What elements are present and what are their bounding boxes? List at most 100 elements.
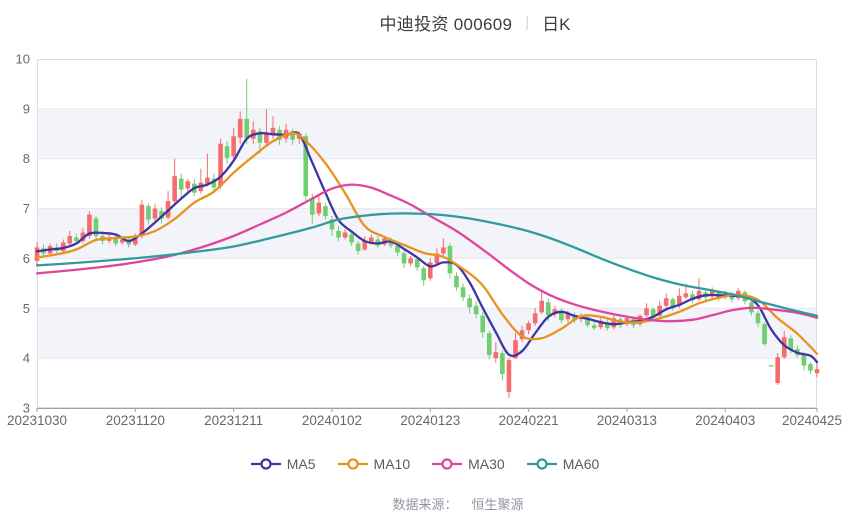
candle <box>434 253 440 264</box>
candle <box>264 132 269 143</box>
candle <box>185 181 191 189</box>
ma30-legend-icon <box>432 458 463 470</box>
candle <box>139 204 145 236</box>
candle <box>663 298 669 306</box>
candle <box>237 118 243 138</box>
candle <box>178 178 184 190</box>
candle <box>709 290 715 296</box>
candle <box>480 315 486 333</box>
candle <box>545 302 551 316</box>
candle <box>552 309 558 315</box>
candle <box>93 218 99 236</box>
data-source-name: 恒生聚源 <box>471 497 524 512</box>
legend: MA5 MA10 MA30 MA60 <box>0 454 850 474</box>
y-axis-labels: 3 4 5 6 7 8 9 10 <box>16 52 30 416</box>
legend-item-ma30[interactable]: MA30 <box>432 456 505 472</box>
period-label: 日K <box>542 15 571 34</box>
x-axis-ticks <box>36 408 818 412</box>
candle <box>336 231 341 238</box>
ma30-line <box>35 183 819 323</box>
legend-label: MA10 <box>373 456 411 472</box>
y-tick-label: 10 <box>16 52 30 67</box>
candle <box>388 240 394 246</box>
candle <box>421 268 427 281</box>
ma10-legend-icon <box>337 458 368 470</box>
legend-item-ma60[interactable]: MA60 <box>526 456 600 472</box>
x-tick-label: 20231030 <box>7 413 67 428</box>
legend-label: MA60 <box>562 456 600 472</box>
ma60-legend-icon <box>526 458 557 470</box>
legend-item-ma5[interactable]: MA5 <box>250 456 316 472</box>
legend-item-ma10[interactable]: MA10 <box>337 456 411 472</box>
ma10-line <box>35 132 819 355</box>
candle <box>500 353 505 375</box>
candle <box>441 247 446 254</box>
x-tick-label: 20240221 <box>499 413 559 428</box>
ma60-line <box>35 212 819 317</box>
chart-title: 中迪投资 000609 | 日K <box>0 0 850 45</box>
candle <box>572 315 577 321</box>
candle <box>126 240 132 245</box>
candle <box>526 323 531 331</box>
candle <box>467 298 472 308</box>
candle <box>401 253 407 264</box>
candle <box>172 176 177 202</box>
candle <box>808 364 813 371</box>
candle <box>329 219 335 230</box>
x-tick-label: 20240102 <box>302 413 362 428</box>
candle <box>611 318 617 328</box>
data-source-label: 数据来源： <box>392 497 458 512</box>
ma5-legend-icon <box>250 458 281 470</box>
y-tick-label: 6 <box>23 251 30 266</box>
candle <box>493 352 499 359</box>
candle <box>486 333 492 356</box>
candle <box>532 313 538 324</box>
title-separator: | <box>525 14 530 31</box>
candle <box>113 238 118 244</box>
candle <box>801 354 807 366</box>
candle <box>650 309 656 318</box>
candle <box>683 293 689 298</box>
candle <box>133 235 138 245</box>
candle <box>290 131 295 140</box>
candle <box>342 232 348 238</box>
candle <box>454 275 459 288</box>
candle <box>585 317 590 326</box>
candle <box>657 305 662 316</box>
candle <box>303 136 309 197</box>
candle <box>644 308 649 316</box>
candle <box>323 206 328 217</box>
y-tick-label: 4 <box>23 351 30 366</box>
candle <box>414 259 420 268</box>
candle <box>152 208 158 219</box>
y-tick-label: 3 <box>23 401 30 416</box>
candle <box>368 237 374 243</box>
candle <box>768 365 774 367</box>
data-source: 数据来源： 恒生聚源 <box>0 494 850 513</box>
kline-chart[interactable]: 20231030 20231120 20231211 20240102 20240123… <box>0 45 850 430</box>
candle <box>67 235 73 244</box>
candle <box>146 206 151 220</box>
candle <box>788 338 794 350</box>
candle <box>781 337 787 358</box>
candle <box>257 131 263 143</box>
candle <box>87 214 92 236</box>
candle <box>244 118 250 138</box>
candle <box>604 322 610 329</box>
candle <box>519 330 525 340</box>
x-tick-label: 20240123 <box>400 413 460 428</box>
legend-label: MA5 <box>286 456 316 472</box>
candle <box>211 178 217 188</box>
candle <box>355 243 361 251</box>
candle <box>814 369 820 374</box>
candle <box>159 211 164 219</box>
stock-name-code: 中迪投资 000609 <box>379 15 513 34</box>
x-tick-label: 20240425 <box>782 413 842 428</box>
background-bands <box>37 108 817 359</box>
x-tick-label: 20240403 <box>695 413 755 428</box>
y-tick-label: 5 <box>23 301 30 316</box>
candle <box>762 324 767 345</box>
candle <box>119 239 125 243</box>
candle <box>460 287 466 298</box>
